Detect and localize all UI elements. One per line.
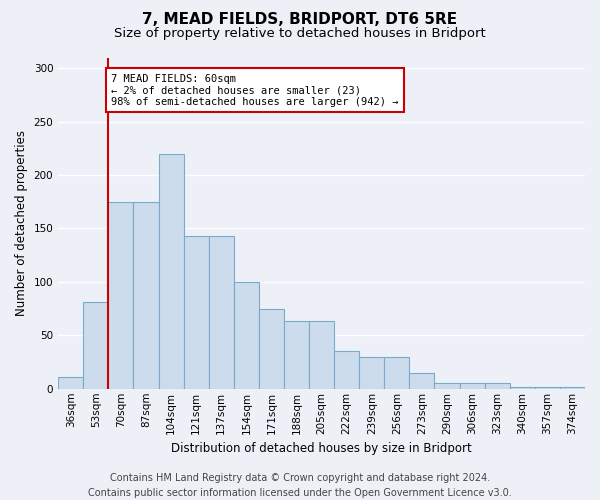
Bar (158, 154, 184, 389)
Text: 7, MEAD FIELDS, BRIDPORT, DT6 5RE: 7, MEAD FIELDS, BRIDPORT, DT6 5RE (142, 12, 458, 28)
Bar (334, 352, 359, 389)
Bar (58, 377, 83, 389)
Bar (560, 386, 585, 389)
Bar (359, 356, 385, 389)
Bar (434, 384, 460, 389)
Bar (385, 356, 409, 389)
Bar (184, 236, 209, 389)
Bar (234, 282, 259, 389)
Bar (109, 202, 133, 389)
Y-axis label: Number of detached properties: Number of detached properties (15, 130, 28, 316)
Text: 7 MEAD FIELDS: 60sqm
← 2% of detached houses are smaller (23)
98% of semi-detach: 7 MEAD FIELDS: 60sqm ← 2% of detached ho… (111, 74, 398, 106)
X-axis label: Distribution of detached houses by size in Bridport: Distribution of detached houses by size … (171, 442, 472, 455)
Bar (259, 308, 284, 389)
Bar (133, 202, 158, 389)
Bar (209, 236, 234, 389)
Bar (83, 302, 109, 389)
Text: Contains HM Land Registry data © Crown copyright and database right 2024.
Contai: Contains HM Land Registry data © Crown c… (88, 472, 512, 498)
Bar (284, 322, 309, 389)
Bar (309, 322, 334, 389)
Bar (485, 384, 510, 389)
Text: Size of property relative to detached houses in Bridport: Size of property relative to detached ho… (114, 28, 486, 40)
Bar (409, 372, 434, 389)
Bar (460, 384, 485, 389)
Bar (535, 386, 560, 389)
Bar (510, 386, 535, 389)
